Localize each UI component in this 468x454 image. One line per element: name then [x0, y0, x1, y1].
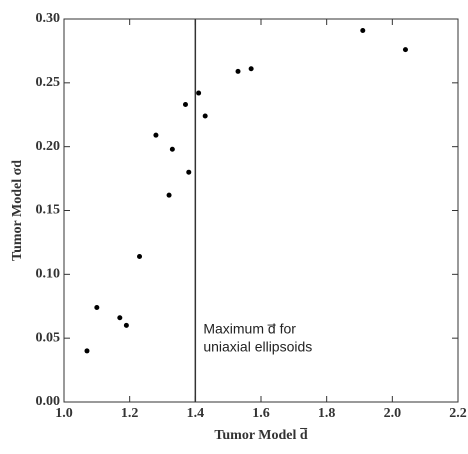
- x-tick-label: 1.6: [252, 406, 270, 421]
- x-tick-label: 1.0: [55, 406, 73, 421]
- point: [153, 132, 159, 138]
- y-tick-label: 0.15: [36, 203, 61, 218]
- y-tick-label: 0.00: [36, 394, 61, 409]
- x-tick-label: 1.4: [187, 406, 205, 421]
- point: [117, 315, 123, 321]
- point: [169, 146, 175, 152]
- point: [235, 68, 241, 74]
- y-tick-label: 0.05: [36, 330, 61, 345]
- point: [248, 66, 254, 72]
- point: [94, 305, 100, 311]
- point: [182, 102, 188, 108]
- point: [166, 192, 172, 198]
- point: [202, 113, 208, 119]
- annotation: Maximum d̅ for: [203, 321, 296, 337]
- y-tick-label: 0.20: [36, 139, 61, 154]
- x-axis-label: Tumor Model d̅: [214, 427, 308, 444]
- point: [123, 322, 129, 328]
- point: [84, 348, 90, 354]
- y-tick-label: 0.25: [36, 75, 61, 90]
- point: [402, 47, 408, 53]
- point: [186, 169, 192, 175]
- x-tick-label: 1.2: [121, 406, 139, 421]
- point: [360, 27, 366, 33]
- point: [137, 253, 143, 259]
- y-tick-label: 0.30: [36, 11, 61, 26]
- point: [196, 90, 202, 96]
- y-tick-label: 0.10: [36, 267, 61, 282]
- x-tick-label: 2.2: [449, 406, 467, 421]
- x-tick-label: 2.0: [384, 406, 402, 421]
- x-tick-label: 1.8: [318, 406, 336, 421]
- y-axis-label: Tumor Model σd: [10, 160, 25, 261]
- annotation: uniaxial ellipsoids: [203, 339, 312, 355]
